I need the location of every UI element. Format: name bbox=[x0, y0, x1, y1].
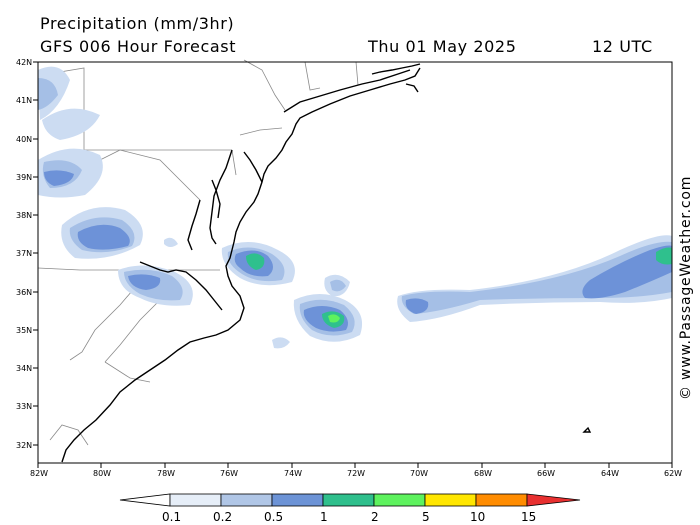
lon-label: 80W bbox=[93, 469, 111, 478]
lat-label: 35N bbox=[16, 326, 32, 335]
lat-label: 32N bbox=[16, 441, 32, 450]
colorbar-swatch bbox=[322, 493, 375, 507]
colorbar-label: 0.2 bbox=[213, 510, 233, 524]
coastline bbox=[61, 63, 592, 463]
colorbar-label: 0.1 bbox=[162, 510, 182, 524]
colorbar-label: 15 bbox=[521, 510, 537, 524]
lon-label: 74W bbox=[284, 469, 302, 478]
colorbar-swatch bbox=[271, 493, 324, 507]
colorbar-label: 5 bbox=[422, 510, 430, 524]
lat-label: 33N bbox=[16, 402, 32, 411]
colorbar-label: 0.5 bbox=[264, 510, 284, 524]
lat-label: 39N bbox=[16, 173, 32, 182]
colorbar-swatch bbox=[424, 493, 477, 507]
colorbar-high-arrow bbox=[526, 493, 581, 507]
lon-label: 76W bbox=[220, 469, 238, 478]
forecast-date: Thu 01 May 2025 bbox=[368, 37, 517, 56]
lon-label: 64W bbox=[601, 469, 619, 478]
colorbar-label: 2 bbox=[371, 510, 379, 524]
lat-label: 40N bbox=[16, 135, 32, 144]
colorbar-label: 1 bbox=[320, 510, 328, 524]
lon-label: 70W bbox=[410, 469, 428, 478]
map-background bbox=[38, 62, 672, 463]
colorbar bbox=[119, 493, 581, 507]
forecast-model-label: GFS 006 Hour Forecast bbox=[40, 37, 237, 56]
lat-label: 37N bbox=[16, 249, 32, 258]
colorbar-low-arrow bbox=[119, 493, 171, 507]
longitude-axis: 82W 80W 78W 76W 74W 72W 70W 68W 66W 64W … bbox=[30, 463, 682, 478]
lon-label: 72W bbox=[347, 469, 365, 478]
lat-label: 42N bbox=[16, 58, 32, 67]
colorbar-swatch bbox=[475, 493, 528, 507]
precip-layer-teal bbox=[246, 247, 672, 328]
colorbar-swatch bbox=[373, 493, 426, 507]
lat-label: 41N bbox=[16, 96, 32, 105]
lat-label: 38N bbox=[16, 211, 32, 220]
precip-layer-green bbox=[328, 314, 340, 323]
lon-label: 78W bbox=[157, 469, 175, 478]
latitude-axis: 42N 41N 40N 39N 38N 37N 36N 35N 34N 33N … bbox=[16, 58, 38, 450]
colorbar-swatch bbox=[220, 493, 273, 507]
lon-label: 82W bbox=[30, 469, 48, 478]
lon-label: 66W bbox=[537, 469, 555, 478]
watermark-text: © www.PassageWeather.com bbox=[678, 175, 694, 400]
lon-label: 68W bbox=[474, 469, 492, 478]
colorbar-swatch bbox=[169, 493, 222, 507]
forecast-time: 12 UTC bbox=[592, 37, 653, 56]
lat-label: 36N bbox=[16, 288, 32, 297]
lat-label: 34N bbox=[16, 364, 32, 373]
map-title: Precipitation (mm/3hr) bbox=[40, 14, 235, 33]
colorbar-label: 10 bbox=[470, 510, 486, 524]
lon-label: 62W bbox=[664, 469, 682, 478]
